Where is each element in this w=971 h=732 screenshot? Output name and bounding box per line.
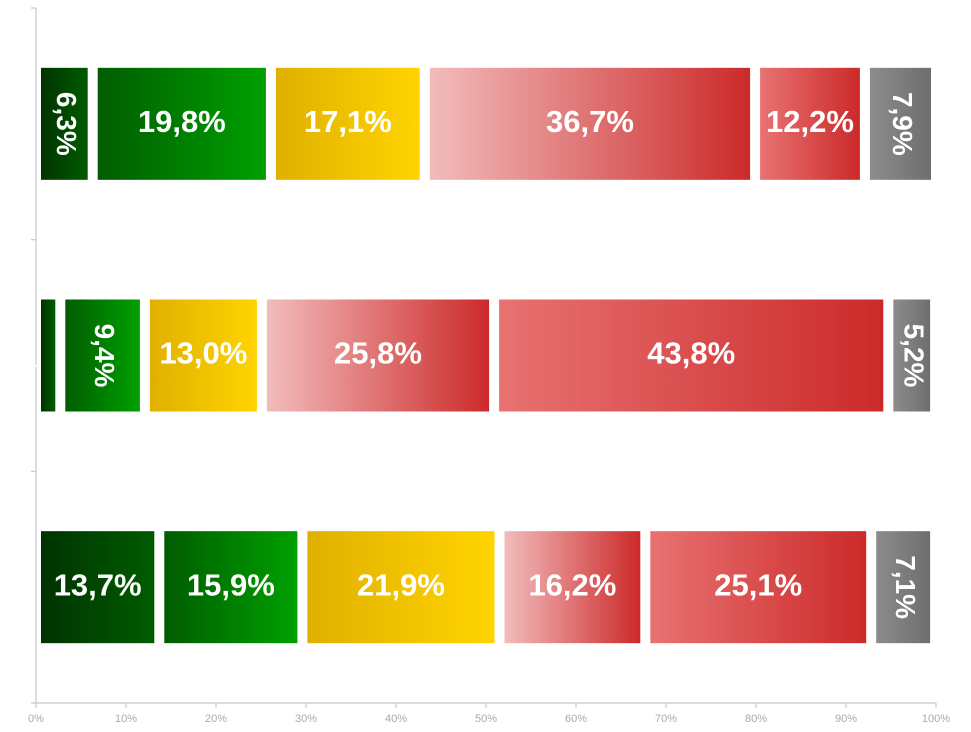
x-tick-label: 70%	[655, 713, 677, 725]
data-label: 5,2%	[898, 324, 929, 388]
bar-segment	[149, 299, 257, 412]
bar-segment	[760, 67, 860, 180]
bar-segment	[266, 299, 490, 412]
x-tick-label: 20%	[205, 713, 227, 725]
x-tick-label: 60%	[565, 713, 587, 725]
bar-segment	[869, 67, 931, 180]
x-tick-label: 30%	[295, 713, 317, 725]
data-label: 13,0%	[159, 336, 247, 371]
bar-segment	[275, 67, 420, 180]
bar-segment	[499, 299, 884, 412]
data-label: 15,9%	[187, 567, 275, 602]
data-label: 21,9%	[357, 567, 445, 602]
data-label: 12,2%	[766, 104, 854, 139]
bar-segment	[41, 531, 155, 644]
x-tick-label: 0%	[28, 713, 44, 725]
x-tick-label: 10%	[115, 713, 137, 725]
bar-segment	[429, 67, 751, 180]
data-label: 7,1%	[890, 555, 921, 619]
data-label: 17,1%	[304, 104, 392, 139]
x-tick-label: 80%	[745, 713, 767, 725]
bar-segment	[307, 531, 495, 644]
bar-segment	[65, 299, 140, 412]
data-label: 9,4%	[89, 324, 120, 388]
data-label: 36,7%	[546, 104, 634, 139]
x-tick-label: 90%	[835, 713, 857, 725]
bar-segment	[876, 531, 931, 644]
data-label: 25,1%	[714, 567, 802, 602]
bar-segment	[97, 67, 266, 180]
bar-segment	[650, 531, 867, 644]
data-label: 19,8%	[138, 104, 226, 139]
x-tick-label: 100%	[922, 713, 950, 725]
data-label: 25,8%	[334, 336, 422, 371]
bar-segment	[164, 531, 298, 644]
bar-segment	[41, 299, 56, 412]
data-label: 43,8%	[647, 336, 735, 371]
x-tick-label: 40%	[385, 713, 407, 725]
data-label: 6,3%	[51, 92, 82, 156]
data-label: 16,2%	[528, 567, 616, 602]
bar-segment	[893, 299, 931, 412]
bar-segment	[504, 531, 641, 644]
data-label: 13,7%	[54, 567, 142, 602]
x-tick-label: 50%	[475, 713, 497, 725]
bar-segment	[41, 67, 88, 180]
data-label: 7,9%	[887, 92, 918, 156]
data-label: 2,7%	[13, 328, 40, 383]
